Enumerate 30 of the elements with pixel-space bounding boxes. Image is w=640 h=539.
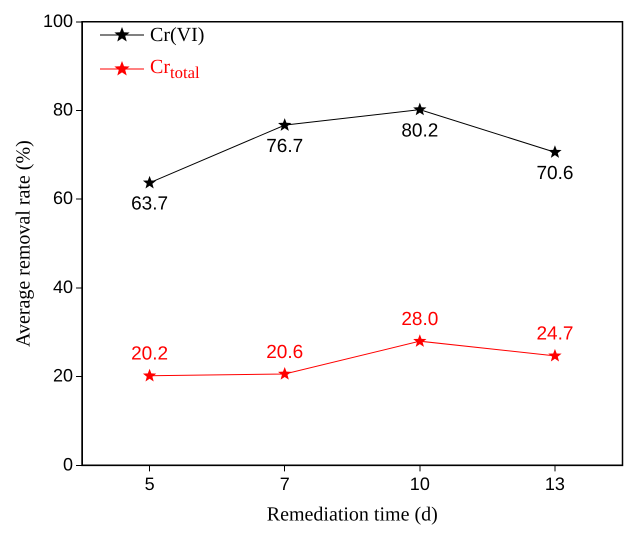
y-tick-label: 100	[42, 10, 74, 31]
y-tick-label: 60	[53, 188, 74, 208]
point	[142, 176, 156, 188]
y-tick-label: 80	[53, 99, 74, 120]
data-label: 76.7	[266, 136, 304, 157]
point	[548, 145, 562, 158]
data-label: 28.0	[401, 308, 438, 330]
x-axis-title: Remediation time (d)	[266, 503, 438, 526]
x-tick-label: 10	[410, 474, 430, 494]
point	[278, 118, 292, 131]
point	[278, 367, 292, 380]
data-label: 24.7	[536, 324, 574, 345]
data-label: 63.7	[131, 194, 168, 215]
legend-label: Cr(VI)	[150, 24, 204, 46]
data-label: 20.2	[131, 344, 168, 365]
y-axis-title: Average removal rate (%)	[12, 140, 34, 347]
point	[413, 334, 426, 347]
data-label: 80.2	[401, 120, 438, 142]
y-tick-label: 0	[63, 454, 74, 474]
legend-label: Cr$_{total}$	[150, 56, 200, 82]
x-tick-label: 13	[544, 474, 565, 494]
x-tick-label: 5	[144, 474, 155, 494]
point	[413, 102, 426, 116]
data-label: 20.6	[266, 342, 304, 363]
y-tick-label: 20	[53, 366, 74, 386]
x-tick-label: 7	[280, 474, 290, 494]
point	[142, 368, 156, 382]
y-tick-label: 40	[53, 276, 74, 297]
data-label: 70.6	[536, 162, 574, 184]
point	[548, 348, 562, 362]
